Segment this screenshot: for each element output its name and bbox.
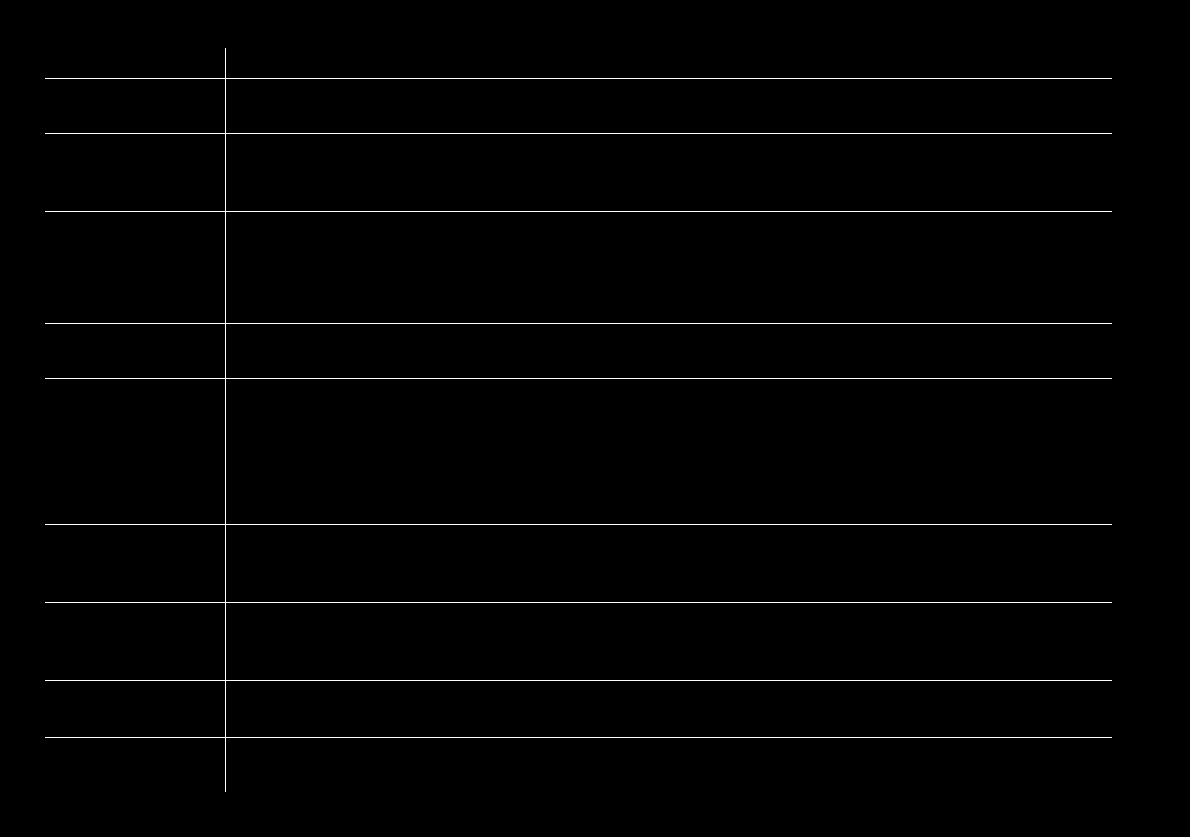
horizontal-rule: [45, 323, 1112, 324]
horizontal-rule: [45, 524, 1112, 525]
horizontal-rule: [45, 737, 1112, 738]
ruled-paper-diagram: [0, 0, 1190, 837]
horizontal-rule: [45, 602, 1112, 603]
horizontal-rule: [45, 133, 1112, 134]
horizontal-rule: [45, 211, 1112, 212]
horizontal-rule: [45, 78, 1112, 79]
horizontal-rule: [45, 378, 1112, 379]
horizontal-rule: [45, 680, 1112, 681]
